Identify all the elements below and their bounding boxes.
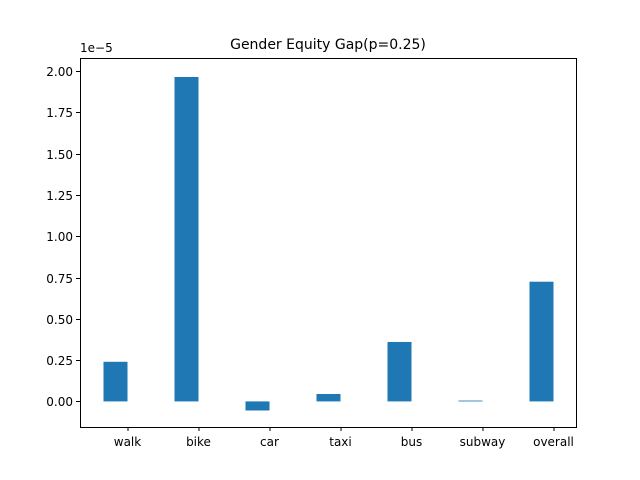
- x-axis-ticks: walk bike car taxi bus subway overall: [114, 427, 574, 449]
- bar-bus: [387, 341, 412, 402]
- y-tick-label: 0.75: [46, 272, 73, 286]
- y-tick-label: 2.00: [46, 65, 73, 79]
- bar-walk: [103, 361, 128, 402]
- y-tick-label: 1.00: [46, 230, 73, 244]
- y-tick-label: 0.00: [46, 395, 73, 409]
- bar-overall: [529, 281, 554, 402]
- x-tick-label-subway: subway: [460, 435, 506, 449]
- bar-bike: [174, 76, 199, 402]
- plot-area-frame: [80, 58, 577, 428]
- x-tick-label-bike: bike: [186, 435, 211, 449]
- bars: [103, 76, 554, 411]
- bar-subway: [458, 400, 483, 402]
- y-tick-label: 1.50: [46, 148, 73, 162]
- x-tick-label-taxi: taxi: [329, 435, 352, 449]
- chart-title: Gender Equity Gap(p=0.25): [230, 37, 426, 53]
- y-axis-offset-label: 1e−5: [80, 41, 113, 55]
- y-tick-label: 1.25: [46, 189, 73, 203]
- y-tick-label: 0.25: [46, 354, 73, 368]
- y-tick-label: 0.50: [46, 313, 73, 327]
- x-tick-label-overall: overall: [533, 435, 574, 449]
- x-tick-label-bus: bus: [401, 435, 422, 449]
- y-tick-label: 1.75: [46, 106, 73, 120]
- y-axis-ticks: 0.00 0.25 0.50 0.75 1.00 1.25 1.50 1.75 2.00: [46, 65, 80, 409]
- x-tick-label-walk: walk: [114, 435, 142, 449]
- bar-taxi: [316, 393, 341, 402]
- x-tick-label-car: car: [260, 435, 279, 449]
- bar-car: [245, 401, 270, 411]
